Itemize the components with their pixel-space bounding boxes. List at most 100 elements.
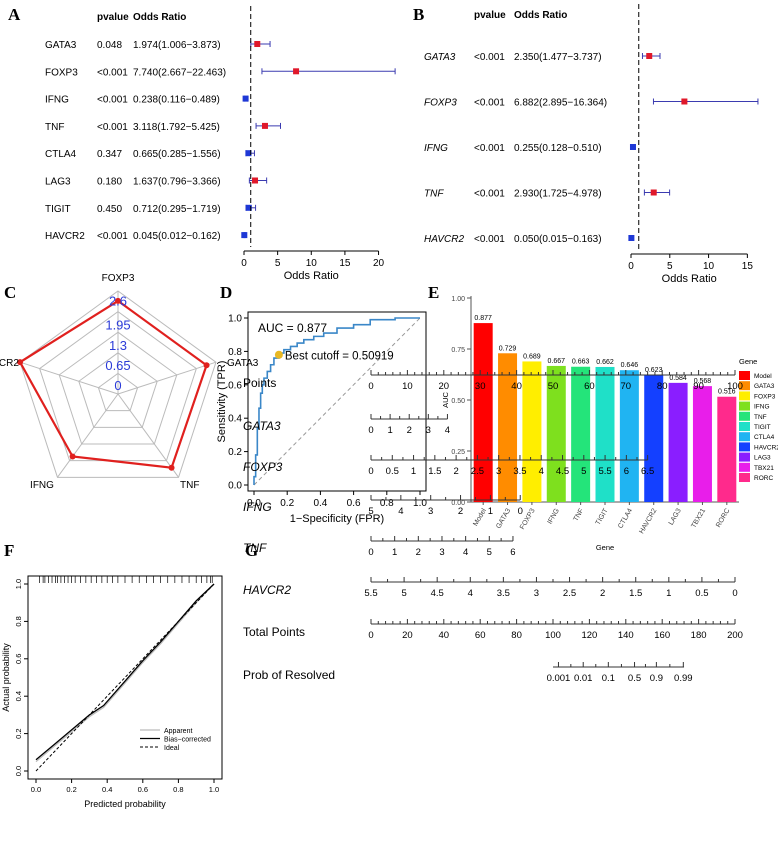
bar [546, 365, 566, 502]
y-tick-label: 1.0 [14, 579, 23, 589]
y-tick-label: 0.4 [228, 414, 242, 425]
pvalue-value: <0.001 [474, 98, 505, 109]
nomogram-tick-label: 4 [398, 506, 403, 517]
odds-ratio-value: 2.930(1.725−4.978) [514, 189, 602, 200]
nomogram-row-label: GATA3 [243, 419, 281, 433]
pvalue-value: <0.001 [97, 67, 128, 78]
x-axis-title: Odds Ratio [662, 273, 717, 285]
nomogram-tick-label: 3.5 [513, 466, 526, 477]
nomogram-tick-label: 0 [368, 425, 373, 436]
pvalue-value: <0.001 [97, 95, 128, 106]
nomogram-tick-label: 20 [402, 630, 413, 641]
forest-plot-B: pvalue Odds Ratio GATA3 <0.001 2.350(1.477−3… [424, 4, 759, 285]
nomogram-tick-label: 1 [392, 547, 397, 558]
nomogram-tick-label: 1 [488, 506, 493, 517]
nomogram-tick-label: 5 [401, 588, 406, 599]
legend-label: TBX21 [754, 465, 774, 472]
best-cutoff-label: Best cutoff = 0.50919 [285, 351, 394, 363]
radar-grid-ring [19, 290, 217, 478]
gene-label: IFNG [45, 95, 69, 106]
x-tick-label: 0.2 [280, 498, 294, 509]
radar-spoke [57, 393, 119, 478]
radar-chart: 2.6 1.95 1.3 0.65 0 FOXP3 GATA3 TNF IFNG HAVCR2 [0, 273, 259, 491]
nomogram-tick-label: 4 [445, 425, 450, 436]
nomogram-tick-label: 0 [368, 466, 373, 477]
odds-ratio-value: 0.238(0.116−0.489) [133, 95, 220, 106]
x-tick-label: 20 [373, 258, 385, 269]
odds-ratio-value: 0.050(0.015−0.163) [514, 234, 602, 245]
y-axis-title: Sensitivity (TPR) [216, 361, 228, 443]
bar [522, 361, 542, 502]
x-tick-label: 0.0 [31, 785, 41, 794]
header-odds-ratio: Odds Ratio [514, 10, 567, 21]
x-tick-label: 0.6 [347, 498, 361, 509]
nomogram-tick-label: 80 [511, 630, 522, 641]
legend-label: HAVCR2 [754, 444, 778, 451]
odds-ratio-point [254, 41, 261, 47]
y-tick-label: 0.00 [451, 500, 465, 507]
calibration-line-0 [35, 583, 215, 763]
nomogram-tick-label: 3 [426, 425, 431, 436]
nomogram-tick-label: 80 [657, 381, 668, 392]
radar-point [168, 464, 175, 471]
nomogram-tick-label: 2 [600, 588, 605, 599]
bar [668, 382, 688, 502]
odds-ratio-point [242, 95, 249, 102]
y-tick-label: 0.0 [228, 481, 242, 492]
bar [571, 366, 591, 502]
gene-label: FOXP3 [45, 67, 78, 78]
nomogram-row-label: Total Points [243, 625, 305, 639]
y-tick-label: 1.0 [228, 314, 242, 325]
odds-ratio-point [646, 53, 653, 59]
pvalue-value: 0.450 [97, 204, 122, 215]
nomogram-tick-label: 20 [439, 381, 450, 392]
odds-ratio-point [629, 144, 636, 150]
x-tick-label: 0.2 [66, 785, 76, 794]
radar-grid-ring [97, 372, 139, 412]
y-tick-label: 1.00 [451, 296, 465, 303]
nomogram-tick-label: 6 [624, 466, 629, 477]
y-tick-label: 0.8 [14, 616, 23, 626]
odds-ratio-point [252, 177, 259, 184]
y-tick-label: 0.0 [14, 766, 23, 776]
radar-spoke [117, 393, 179, 478]
nomogram-tick-label: 200 [727, 630, 743, 641]
radar-point [17, 359, 24, 366]
radar-ring-label: 1.95 [105, 318, 130, 333]
y-tick-label: 0.75 [451, 347, 465, 354]
nomogram-tick-label: 3 [496, 466, 501, 477]
odds-ratio-value: 7.740(2.667−22.463) [133, 67, 226, 78]
bar-value-label: 0.623 [645, 367, 663, 374]
legend-label: TIGIT [754, 424, 771, 431]
legend-label: FOXP3 [754, 393, 776, 400]
legend-swatch [739, 442, 750, 452]
nomogram-tick-label: 10 [402, 381, 413, 392]
legend-swatch [739, 391, 750, 401]
odds-ratio-value: 3.118(1.792−5.425) [133, 122, 220, 133]
gene-label: HAVCR2 [424, 234, 464, 245]
bar [619, 370, 639, 502]
odds-ratio-point [245, 204, 252, 211]
legend-label: Model [754, 373, 772, 380]
nomogram-row-label: HAVCR2 [243, 583, 291, 597]
radar-axis-label: TNF [180, 480, 199, 491]
odds-ratio-point [650, 189, 657, 196]
nomogram-tick-label: 5 [368, 506, 373, 517]
legend-label: CTLA4 [754, 434, 775, 441]
nomogram-tick-label: 2.5 [471, 466, 484, 477]
nomogram-tick-label: 0.99 [674, 673, 693, 684]
nomogram-tick-label: 70 [621, 381, 632, 392]
nomogram-tick-label: 0 [368, 630, 373, 641]
nomogram-tick-label: 40 [439, 630, 450, 641]
nomogram-tick-label: 40 [511, 381, 522, 392]
legend-label: TNF [754, 414, 767, 421]
nomogram-row-label: FOXP3 [243, 460, 283, 474]
nomogram-tick-label: 0.1 [602, 673, 615, 684]
nomogram-row-label: Points [243, 376, 276, 390]
nomogram-tick-label: 0.5 [628, 673, 641, 684]
x-tick-label: 10 [306, 258, 318, 269]
gene-label: FOXP3 [424, 98, 457, 109]
x-tick-label: 0.0 [247, 498, 261, 509]
panel-label-D: D [220, 283, 232, 302]
